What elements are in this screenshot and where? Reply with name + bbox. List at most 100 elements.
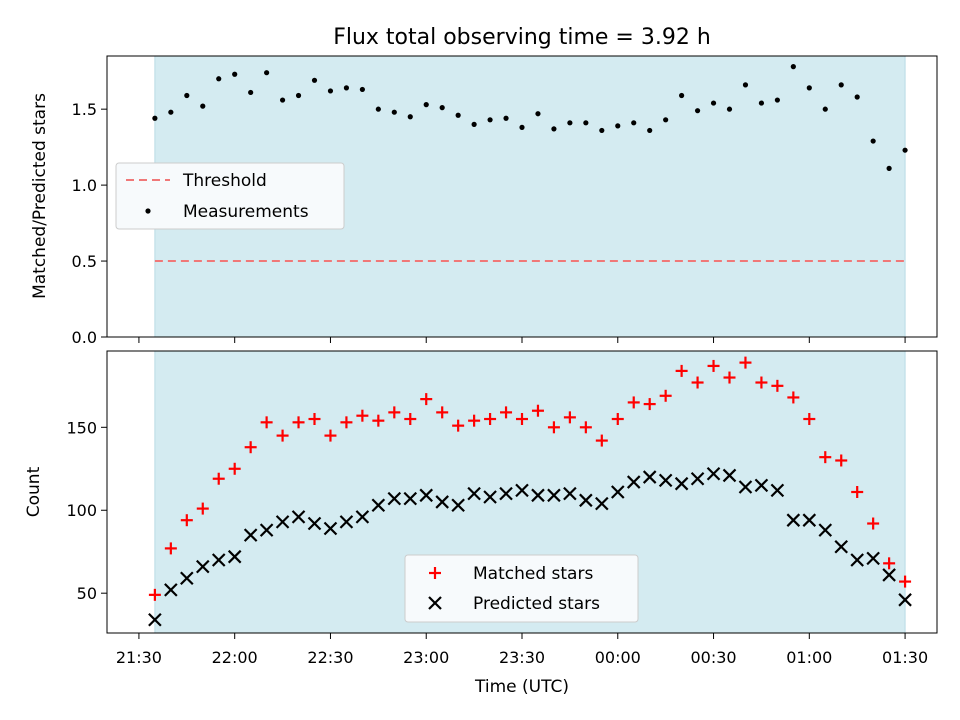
matched-star-point xyxy=(324,429,337,442)
bottom-x-ticks: 21:30 22:00 22:30 23:00 23:30 00:00 00:30 01:00… xyxy=(116,633,928,667)
matched-star-point xyxy=(180,514,193,527)
matched-star-point xyxy=(260,416,273,429)
x-tick-label: 00:00 xyxy=(595,648,641,667)
x-tick-label: 21:30 xyxy=(116,648,162,667)
top-y-tick-label: 1.5 xyxy=(72,100,97,119)
matched-star-point xyxy=(611,413,624,426)
x-axis-label: Time (UTC) xyxy=(474,677,569,697)
measurement-point xyxy=(264,70,270,76)
measurement-point xyxy=(663,117,669,123)
predicted-star-point xyxy=(291,510,306,524)
matched-star-point xyxy=(803,413,816,426)
predicted-star-point xyxy=(435,495,449,509)
matched-star-point xyxy=(212,472,225,485)
measurement-point xyxy=(822,106,828,112)
matched-star-point xyxy=(452,419,465,432)
predicted-star-point xyxy=(834,539,849,554)
measurement-point xyxy=(295,92,302,99)
measurement-point xyxy=(439,105,445,111)
matched-star-point xyxy=(276,429,289,442)
predicted-star-point xyxy=(259,523,274,537)
x-tick-label: 22:30 xyxy=(307,648,353,667)
matched-star-point xyxy=(627,396,640,409)
bottom-legend-box xyxy=(404,554,639,623)
matched-star-point xyxy=(739,356,752,369)
matched-star-point xyxy=(164,542,177,555)
matched-star-point xyxy=(148,588,161,601)
matched-star-point xyxy=(659,389,672,402)
predicted-star-point xyxy=(866,551,880,566)
measurement-point xyxy=(790,64,796,70)
matched-star-point xyxy=(547,421,560,434)
bottom-y-axis-label: Count xyxy=(24,466,44,517)
legend-measurements-label: Measurements xyxy=(183,202,309,222)
predicted-star-point xyxy=(674,476,689,491)
predicted-star-point xyxy=(243,528,258,542)
predicted-star-point xyxy=(451,498,465,513)
predicted-star-point xyxy=(658,473,673,488)
bottom-y-ticks: 50 100 150 xyxy=(66,418,107,603)
matched-star-point xyxy=(468,414,481,427)
top-y-tick-label: 1.0 xyxy=(72,176,97,195)
measurement-point xyxy=(152,115,158,121)
measurement-point xyxy=(423,102,429,108)
predicted-star-point xyxy=(387,491,402,506)
measurement-point xyxy=(200,103,206,109)
x-tick-label: 01:00 xyxy=(786,648,832,667)
measurement-point xyxy=(774,97,780,103)
matched-star-point xyxy=(707,359,720,372)
matched-star-point xyxy=(755,376,768,389)
top-plot-frame xyxy=(106,55,938,338)
bottom-y-tick-label: 50 xyxy=(77,584,97,603)
top-x-ticks xyxy=(138,337,906,343)
matched-star-point xyxy=(771,379,784,392)
measurement-point xyxy=(694,108,701,114)
x-tick-label: 22:00 xyxy=(212,648,258,667)
measurement-point xyxy=(503,115,509,121)
measurement-point xyxy=(679,92,685,99)
predicted-star-point xyxy=(515,483,529,498)
predicted-star-point xyxy=(371,498,386,513)
predicted-star-point xyxy=(754,478,769,493)
predicted-star-point xyxy=(339,515,354,529)
legend-measurements-swatch xyxy=(145,208,151,214)
predicted-star-point xyxy=(164,583,178,597)
measurement-point xyxy=(870,138,876,144)
predicted-star-point xyxy=(626,475,641,489)
matched-stars-points xyxy=(148,356,912,601)
measurement-point xyxy=(248,89,254,96)
measurement-point xyxy=(519,124,525,130)
matched-star-point xyxy=(308,413,321,426)
predicted-star-point xyxy=(818,523,833,537)
bottom-y-tick-label: 100 xyxy=(66,501,97,520)
predicted-star-point xyxy=(499,486,513,501)
measurement-point xyxy=(710,100,717,106)
bottom-y-tick-label: 150 xyxy=(66,418,97,437)
measurement-point xyxy=(279,97,286,103)
measurement-point xyxy=(391,109,397,115)
matched-star-point xyxy=(292,416,305,429)
matched-star-point xyxy=(436,406,449,419)
matched-star-point xyxy=(500,406,513,419)
measurement-point xyxy=(742,82,749,88)
matched-star-point xyxy=(867,517,880,530)
matched-star-point xyxy=(851,486,864,498)
x-tick-label: 01:30 xyxy=(882,648,928,667)
measurement-point xyxy=(471,121,477,127)
measurement-point xyxy=(758,100,765,106)
legend-predicted-swatch xyxy=(428,596,442,610)
matched-star-point xyxy=(563,411,576,424)
predicted-star-point xyxy=(355,510,370,524)
predicted-star-point xyxy=(547,488,561,503)
predicted-star-point xyxy=(706,466,721,481)
bottom-plot-frame xyxy=(106,350,938,634)
matched-star-point xyxy=(883,557,896,570)
predicted-star-point xyxy=(307,516,322,531)
matched-star-point xyxy=(787,391,800,404)
chart-title: Flux total observing time = 3.92 h xyxy=(333,25,711,50)
measurement-point xyxy=(886,165,892,171)
predicted-star-point xyxy=(595,496,609,511)
matched-star-point xyxy=(196,502,209,515)
measurement-points xyxy=(152,64,908,171)
measurement-point xyxy=(726,106,733,112)
